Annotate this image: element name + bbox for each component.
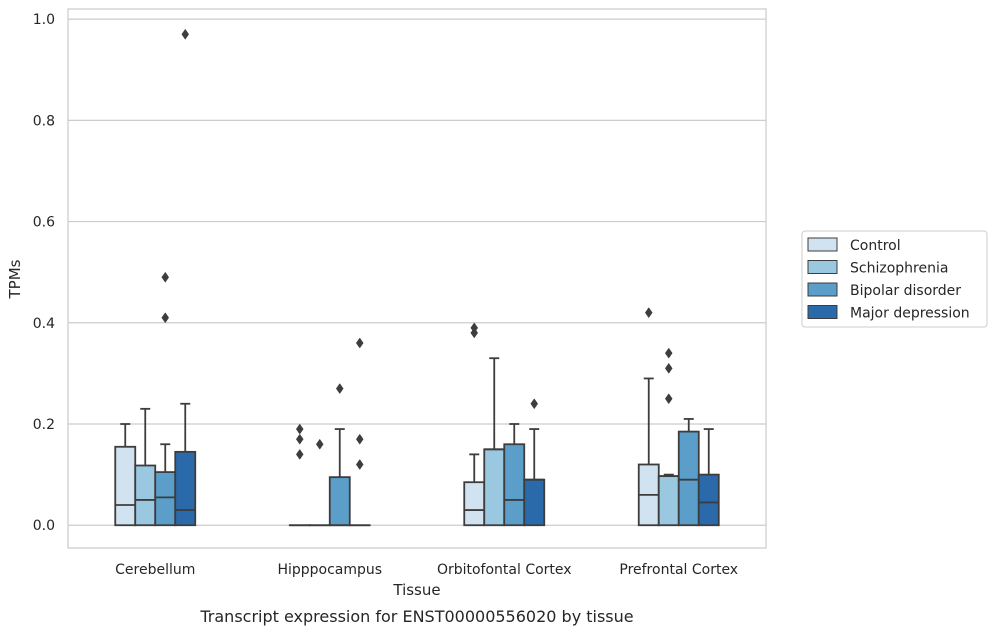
outlier-point	[161, 312, 170, 324]
box-body	[523, 478, 546, 527]
box-body	[657, 475, 680, 527]
outlier-point	[470, 322, 479, 334]
box-body	[483, 448, 506, 527]
legend-frame	[801, 230, 988, 328]
legend-label: Bipolar disorder	[850, 283, 961, 299]
outlier-point	[315, 438, 324, 450]
legend-items: Control Schizophrenia Bipolar disorder Majo…	[807, 237, 970, 322]
x-axis-ticks: Cerebellum Hipppocampus Orbitofontal Corte…	[115, 562, 738, 578]
y-axis-label: TPMs	[6, 259, 24, 299]
y-tick-label: 0.2	[33, 417, 55, 433]
box-2-0	[463, 322, 486, 527]
legend-swatch	[807, 237, 838, 252]
box-0-0	[114, 423, 137, 527]
box-body	[697, 473, 720, 527]
x-tick-label: Orbitofontal Cortex	[437, 562, 572, 578]
outlier-point	[295, 433, 304, 445]
boxplots	[114, 28, 720, 527]
outlier-point	[355, 337, 364, 349]
outlier-point	[664, 393, 673, 405]
box-body	[154, 471, 177, 527]
grid-lines	[68, 18, 766, 526]
outlier-point	[664, 347, 673, 359]
chart-caption: Transcript expression for ENST0000055602…	[199, 607, 633, 626]
outlier-point	[181, 28, 190, 40]
box-body	[114, 445, 137, 527]
box-3-2	[677, 418, 700, 527]
legend-swatch	[807, 260, 838, 274]
box-body	[503, 443, 526, 527]
outlier-point	[295, 448, 304, 460]
legend-label: Control	[850, 238, 901, 254]
box-body	[174, 450, 197, 527]
legend-swatch	[807, 305, 838, 319]
box-2-2	[503, 423, 526, 527]
box-1-2	[328, 383, 351, 527]
outlier-point	[355, 433, 364, 445]
y-tick-label: 0.4	[33, 316, 55, 332]
box-body	[463, 481, 486, 527]
plot-frame	[67, 8, 767, 549]
outlier-point	[295, 423, 304, 435]
y-tick-label: 0.6	[33, 215, 55, 231]
box-2-3	[523, 398, 546, 527]
x-tick-label: Prefrontal Cortex	[619, 562, 738, 578]
box-0-1	[134, 407, 157, 527]
box-0-2	[154, 271, 177, 527]
box-3-0	[637, 307, 660, 527]
box-1-0	[288, 423, 311, 527]
outlier-point	[644, 307, 653, 319]
legend-swatch	[807, 282, 838, 297]
y-tick-label: 0.8	[33, 113, 55, 129]
box-3-3	[697, 428, 720, 527]
box-body	[134, 464, 157, 527]
legend-label: Major depression	[850, 306, 970, 322]
box-body	[328, 476, 351, 527]
box-1-1	[308, 438, 331, 527]
outlier-point	[355, 459, 364, 470]
box-3-1	[657, 347, 680, 527]
x-tick-label: Cerebellum	[115, 562, 195, 578]
legend: Control Schizophrenia Bipolar disorder Majo…	[801, 230, 988, 328]
legend-label: Schizophrenia	[850, 261, 948, 277]
box-1-3	[348, 337, 371, 527]
outlier-point	[664, 362, 673, 374]
outlier-point	[161, 271, 170, 283]
box-2-1	[483, 357, 506, 527]
x-tick-label: Hipppocampus	[277, 562, 382, 578]
y-tick-label: 1.0	[33, 12, 55, 28]
y-axis-ticks: 0.0 0.2 0.4 0.6 0.8 1.0	[33, 12, 55, 534]
box-0-3	[174, 28, 197, 527]
y-tick-label: 0.0	[33, 518, 55, 534]
x-axis-label: Tissue	[392, 581, 440, 599]
outlier-point	[335, 383, 344, 395]
box-body	[677, 430, 700, 527]
outlier-point	[530, 398, 539, 410]
